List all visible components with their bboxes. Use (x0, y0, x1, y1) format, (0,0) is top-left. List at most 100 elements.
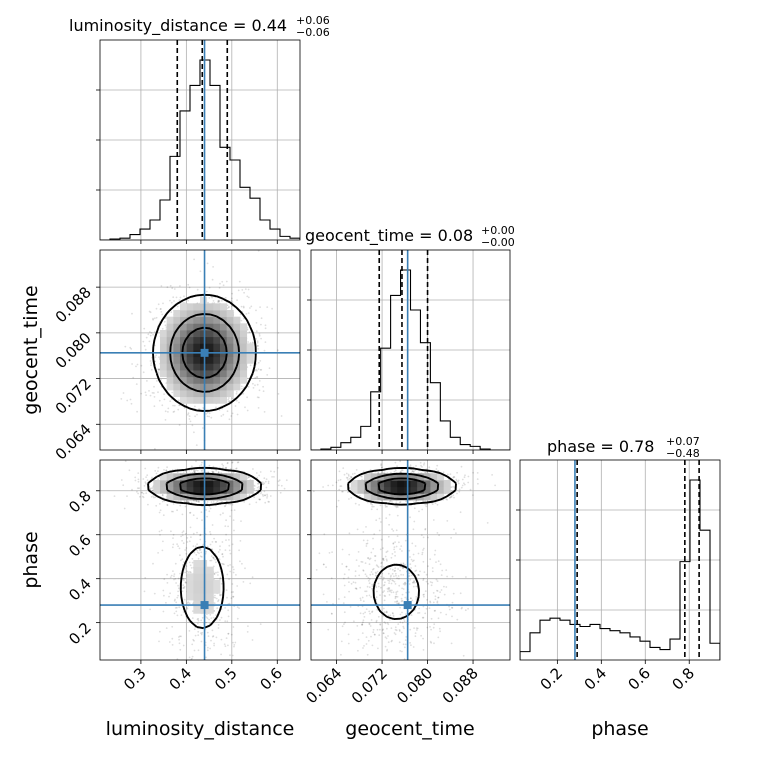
sample-point (414, 635, 417, 638)
sample-point (171, 546, 174, 549)
sample-point (159, 534, 161, 536)
sample-point (256, 369, 258, 372)
sample-point (398, 629, 401, 631)
sample-point (178, 638, 181, 641)
sample-point (260, 317, 263, 320)
sample-point (372, 567, 375, 570)
sample-point (410, 558, 413, 561)
sample-point (169, 400, 172, 403)
sample-point (189, 512, 191, 514)
sample-point (430, 628, 432, 631)
density-cell (186, 473, 194, 481)
contour-level (179, 477, 230, 496)
sample-point (145, 476, 148, 478)
sample-point (254, 384, 256, 387)
sample-point (242, 392, 245, 395)
sample-point (213, 557, 215, 560)
sample-point (385, 558, 388, 561)
sample-point (206, 262, 209, 265)
sample-point (151, 392, 154, 394)
sample-point (180, 500, 182, 503)
sample-point (451, 615, 453, 618)
sample-point (235, 392, 238, 395)
sample-point (230, 591, 233, 593)
sample-point (266, 306, 269, 308)
sample-point (196, 622, 199, 625)
sample-point (390, 589, 393, 592)
sample-point (207, 301, 209, 304)
sample-point (397, 623, 400, 625)
sample-point (389, 589, 392, 592)
sample-point (239, 540, 242, 542)
sample-point (227, 400, 230, 403)
sample-point (450, 537, 452, 539)
sample-point (411, 470, 414, 472)
sample-point (382, 559, 385, 562)
sample-point (409, 642, 411, 644)
density-cell (173, 356, 181, 364)
sample-point (410, 567, 412, 569)
sample-point (433, 610, 436, 612)
density-cell (173, 343, 181, 351)
sample-point (425, 580, 428, 583)
sample-point (246, 328, 249, 331)
sample-point (173, 410, 176, 413)
sample-point (264, 494, 266, 497)
density-cell (186, 480, 194, 488)
sample-point (218, 287, 221, 289)
sample-point (168, 641, 171, 643)
sample-point (410, 471, 413, 474)
sample-point (255, 322, 258, 324)
sample-point (161, 494, 164, 496)
sample-point (233, 509, 236, 511)
sample-point (173, 612, 176, 615)
sample-point (135, 365, 137, 368)
sample-point (195, 469, 198, 471)
sample-point (170, 311, 173, 314)
sample-point (263, 477, 266, 480)
sample-point (179, 635, 181, 638)
sample-point (367, 639, 370, 642)
density-cell (220, 356, 228, 364)
density-cell (213, 493, 221, 501)
density-cell (206, 356, 214, 364)
sample-point (186, 570, 189, 573)
sample-point (390, 582, 393, 585)
sample-point (200, 632, 202, 634)
density-cell (180, 336, 188, 344)
sample-point (181, 531, 184, 534)
sample-point (331, 484, 334, 487)
sample-point (172, 404, 175, 407)
density-cell (233, 383, 241, 391)
sample-point (174, 598, 176, 601)
sample-point (423, 595, 425, 598)
sample-point (170, 301, 173, 304)
sample-point (176, 606, 178, 609)
sample-point (412, 585, 415, 588)
density-cell (193, 480, 201, 488)
density-cell (206, 363, 214, 371)
sample-point (207, 471, 210, 474)
sample-point (367, 557, 370, 560)
density-cell (213, 473, 221, 481)
sample-point (263, 349, 266, 352)
density-cell (186, 390, 194, 398)
sample-point (232, 519, 235, 521)
sample-point (380, 562, 383, 564)
sample-point (193, 431, 195, 434)
sample-point (438, 627, 441, 630)
sample-point (349, 606, 352, 608)
sample-point (182, 586, 185, 589)
sample-point (249, 364, 252, 367)
density-cell (200, 303, 208, 311)
sample-point (277, 332, 280, 334)
density-cell (153, 486, 161, 494)
sample-point (236, 413, 239, 416)
sample-point (271, 307, 273, 310)
sample-point (166, 503, 169, 506)
sample-point (190, 501, 193, 504)
sample-point (415, 569, 418, 572)
sample-point (223, 563, 225, 566)
sample-point (225, 533, 228, 536)
sample-point (181, 513, 184, 516)
